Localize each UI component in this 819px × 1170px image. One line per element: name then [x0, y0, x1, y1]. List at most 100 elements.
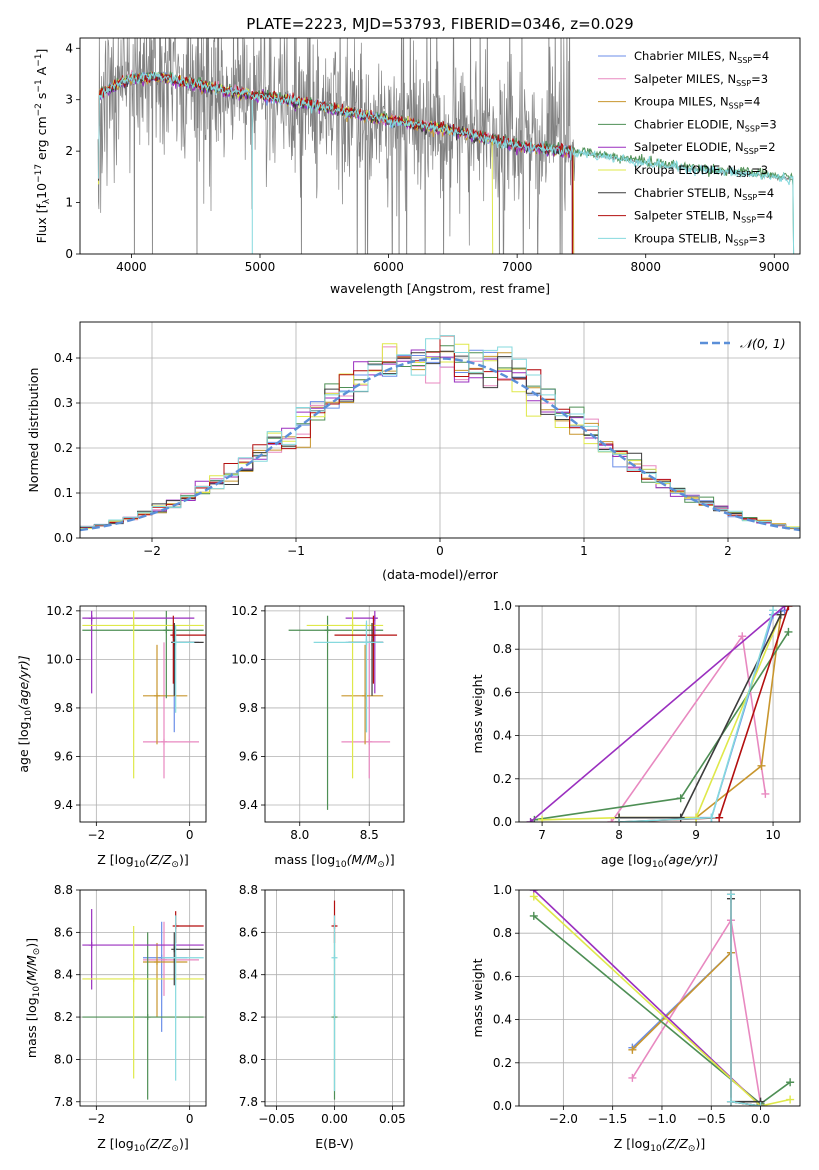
y-tick-label: 1.0 [493, 599, 512, 613]
x-axis-label: E(B-V) [315, 1136, 354, 1151]
x-tick-label: 10 [765, 828, 780, 842]
label-part: −1 [34, 54, 44, 67]
weight-line-1 [610, 634, 767, 822]
data-point [144, 1014, 151, 1021]
plot-area [265, 606, 404, 822]
legend-count: =4 [757, 186, 774, 200]
data-point [171, 946, 178, 953]
plot-area [80, 322, 800, 538]
y-axis-label: mass weight [470, 958, 485, 1037]
z-age-panel: −2 09.49.69.810.010.2Z [log10(Z/Z⊙)]age [… [16, 604, 207, 870]
label-part: ⊙ [171, 1144, 179, 1154]
legend-count: =3 [751, 163, 768, 177]
z-mass-panel: −2 07.88.08.28.48.68.8Z [log10(Z/Z⊙)]mass… [24, 883, 207, 1154]
data-point [349, 622, 356, 629]
legend-label: Chabrier ELODIE, NSSP=3 [634, 117, 777, 133]
weight-line-7 [619, 606, 790, 822]
legend-label: Salpeter STELIB, NSSP=4 [634, 209, 773, 225]
y-tick-label: 0.4 [493, 729, 512, 743]
legend-count: =2 [759, 140, 776, 154]
weight-line-5 [542, 614, 782, 821]
x-axis-label: age [log10(age/yr)] [601, 852, 718, 870]
y-tick-label: 7.8 [239, 1095, 258, 1109]
x-tick-label: −0.05 [258, 1112, 295, 1126]
y-tick-label: 8.8 [54, 883, 73, 897]
data-point [371, 615, 378, 622]
y-tick-label: 9.6 [54, 749, 73, 763]
x-tick-label: 7 [538, 828, 546, 842]
label-part: (Z/Z [145, 1136, 172, 1151]
x-tick-label: 0 [186, 828, 194, 842]
legend-sub: SSP [734, 238, 749, 247]
label-part: Z [log [97, 852, 133, 867]
y-tick-label: 0.1 [54, 486, 73, 500]
weight-point [784, 627, 793, 636]
data-point [172, 639, 179, 646]
x-tick-label: 1 [580, 544, 588, 558]
legend-sub: SSP [737, 56, 752, 65]
y-tick-label: 9.4 [239, 798, 258, 812]
x-tick-label: 9000 [759, 260, 790, 274]
weight-point [707, 813, 716, 822]
legend-sub: SSP [729, 102, 744, 111]
x-tick-label: 9 [692, 828, 700, 842]
y-tick-label: 0.0 [493, 815, 512, 829]
y-tick-label: 0.8 [493, 926, 512, 940]
x-tick-label: 0 [436, 544, 444, 558]
plot-area [265, 890, 404, 1106]
y-tick-label: 0.2 [493, 772, 512, 786]
data-point [362, 692, 369, 699]
axes-frame [79, 37, 801, 255]
legend-name: Kroupa MILES, N [634, 95, 729, 109]
label-part: (age/yr)] [663, 852, 718, 867]
residuals-panel: −2 −1 0 1 2 0.0 0.1 0.2 0.3 0.4 𝒩(0, 1) (data-model… [26, 321, 801, 582]
y-axis-label: mass weight [470, 674, 485, 753]
label-part: mass [log [24, 997, 39, 1058]
y-tick-label: 1.0 [493, 883, 512, 897]
y-tick-label: 9.8 [239, 701, 258, 715]
legend-sub: SSP [742, 193, 757, 202]
weight-point [628, 1073, 637, 1082]
legend-count: =4 [744, 95, 761, 109]
y-tick-label: 8.4 [239, 968, 258, 982]
weight-point [738, 632, 747, 641]
y-tick-label: 3 [65, 93, 73, 107]
figure-title: PLATE=2223, MJD=53793, FIBERID=0346, z=0… [246, 15, 633, 33]
legend-label: Kroupa MILES, NSSP=4 [634, 95, 760, 111]
data-point [163, 627, 170, 634]
weight-point [786, 1078, 795, 1087]
label-part: ⊙ [377, 860, 385, 870]
data-point [154, 692, 160, 699]
label-part: )] [179, 852, 189, 867]
label-part: −17 [34, 164, 44, 183]
weight-line-5 [533, 895, 791, 1106]
label-part: s [34, 93, 49, 104]
label-part: 10 [24, 710, 34, 722]
label-part: −1 [34, 79, 44, 92]
y-tick-label: 8.0 [54, 1052, 73, 1066]
y-tick-label: 10.2 [46, 604, 73, 618]
y-tick-label: 0.4 [54, 351, 73, 365]
weight-point [780, 606, 789, 610]
x-tick-label: 5000 [245, 260, 276, 274]
data-point [172, 954, 179, 961]
x-tick-label: 8.5 [360, 828, 379, 842]
weight-point [615, 818, 624, 822]
x-axis-label: Z [log10(Z/Z⊙)] [614, 1136, 705, 1154]
weight-line-1 [631, 917, 762, 1104]
x-tick-label: 0.05 [379, 1112, 406, 1126]
label-part: λ [42, 198, 52, 204]
mass-age-panel: 8.0 8.5 9.4 9.6 9.8 10.0 10.2 mass [log10(M/M⊙)… [231, 604, 405, 870]
label-part: (age/yr)] [16, 655, 31, 710]
legend-name: Kroupa STELIB, N [634, 231, 734, 245]
x-tick-label: −1.0 [647, 1112, 676, 1126]
label-part: ⊙ [171, 860, 179, 870]
plot-area [80, 606, 206, 822]
plot-area [519, 606, 800, 822]
y-tick-label: 4 [65, 41, 73, 55]
x-axis-label: wavelength [Angstrom, rest frame] [330, 281, 550, 296]
y-tick-label: 0.2 [493, 1056, 512, 1070]
y-tick-label: 0.6 [493, 969, 512, 983]
legend-count: =3 [760, 117, 777, 131]
